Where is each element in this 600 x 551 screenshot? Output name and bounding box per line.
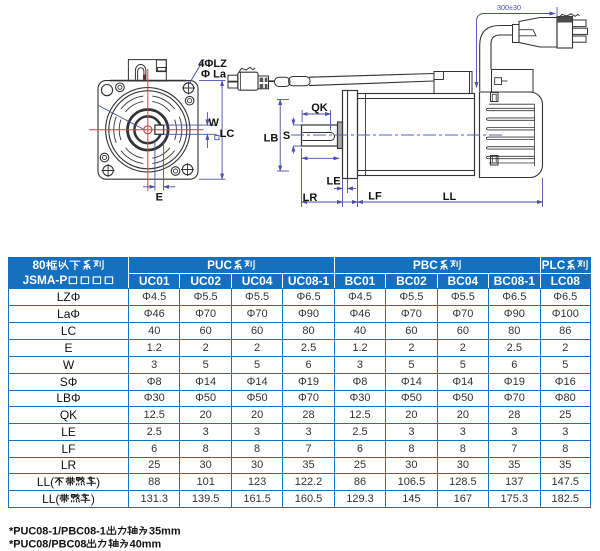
- svg-text:LL: LL: [443, 191, 457, 203]
- svg-text:LR: LR: [303, 192, 318, 204]
- svg-text:300±30: 300±30: [497, 3, 521, 12]
- svg-text:E: E: [156, 192, 163, 204]
- svg-text:W: W: [209, 117, 220, 129]
- svg-text:4ΦLZ: 4ΦLZ: [198, 58, 227, 70]
- svg-text:LC: LC: [220, 128, 235, 140]
- svg-text:LB: LB: [264, 133, 279, 145]
- svg-text:QK: QK: [311, 102, 328, 114]
- svg-text:S: S: [283, 130, 290, 142]
- svg-text:LE: LE: [326, 176, 340, 188]
- svg-text:LF: LF: [368, 191, 382, 203]
- svg-text:Φ La: Φ La: [201, 69, 227, 81]
